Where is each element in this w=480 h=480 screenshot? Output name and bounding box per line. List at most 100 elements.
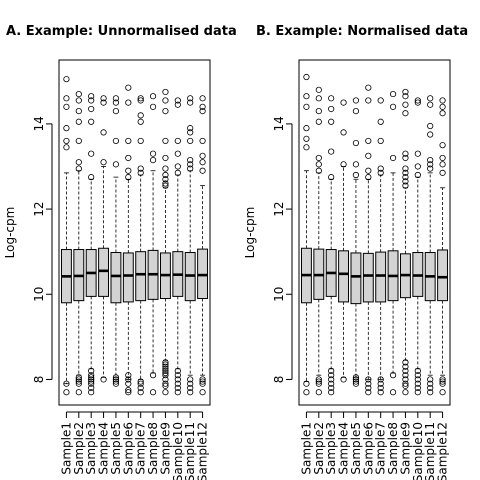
outlier-point (174, 150, 181, 157)
outlier-point (187, 384, 194, 392)
outlier-point (402, 359, 409, 366)
outlier-point (315, 161, 322, 168)
box-sample3 (325, 95, 337, 396)
outlier-point (162, 88, 169, 96)
outlier-point (137, 95, 144, 102)
outlier-point (63, 389, 70, 396)
outlier-point (125, 174, 132, 181)
outlier-point (315, 118, 322, 125)
box-sample2 (313, 86, 325, 396)
box-sample4 (338, 99, 350, 383)
outlier-point (402, 150, 409, 157)
y-tick-label: 10 (32, 287, 46, 302)
outlier-point (303, 135, 310, 142)
y-tick-label: 14 (32, 116, 46, 131)
outlier-point (199, 159, 206, 166)
outlier-point (137, 97, 144, 104)
iqr-box (98, 247, 110, 297)
outlier-point (137, 112, 144, 119)
outlier-point (174, 169, 181, 176)
outlier-point (340, 161, 347, 168)
x-tick-label-sample12: Sample12 (196, 422, 210, 480)
outlier-point (162, 154, 169, 162)
outlier-point (125, 372, 132, 379)
outlier-point (199, 380, 206, 387)
outlier-point (414, 171, 421, 179)
outlier-point (75, 378, 82, 385)
outlier-point (199, 378, 206, 385)
outlier-point (162, 108, 169, 115)
box-sample7 (375, 97, 387, 396)
outlier-point (377, 376, 384, 383)
box-sample12 (197, 95, 209, 396)
outlier-point (352, 139, 360, 147)
outlier-point (402, 174, 409, 181)
outlier-point (315, 389, 322, 396)
outlier-point (377, 118, 384, 125)
outlier-point (414, 376, 421, 383)
outlier-point (414, 389, 421, 396)
outlier-point (414, 97, 421, 104)
outlier-point (315, 378, 322, 385)
outlier-point (112, 378, 120, 385)
outlier-point (199, 108, 206, 115)
box-sample3 (85, 93, 97, 396)
outlier-point (439, 103, 446, 110)
box-sample7 (135, 95, 147, 396)
outlier-point (439, 169, 446, 176)
outlier-point (402, 178, 409, 185)
outlier-point (149, 103, 157, 110)
outlier-point (303, 380, 310, 387)
iqr-box (437, 249, 449, 302)
outlier-point (174, 376, 181, 383)
outlier-point (303, 103, 310, 110)
outlier-point (303, 73, 310, 81)
outlier-point (402, 389, 409, 396)
y-tick-label: 10 (272, 287, 286, 302)
outlier-point (328, 380, 335, 387)
outlier-point (328, 95, 335, 102)
y-axis-label: Log-cpm (243, 207, 257, 259)
outlier-point (162, 182, 169, 189)
x-tick-label-sample6: Sample6 (121, 422, 135, 475)
outlier-point (365, 384, 372, 392)
outlier-point (75, 380, 82, 387)
outlier-point (414, 163, 421, 170)
outlier-point (340, 99, 347, 106)
iqr-box (362, 252, 374, 303)
chart-title: B. Example: Normalised data (256, 24, 468, 39)
outlier-point (88, 372, 95, 379)
outlier-point (187, 99, 194, 106)
chart-title: A. Example: Unnormalised data (6, 24, 237, 39)
outlier-point (88, 384, 95, 392)
box-sample8 (387, 90, 399, 396)
outlier-point (352, 380, 360, 387)
outlier-point (414, 150, 421, 157)
outlier-point (402, 376, 409, 383)
outlier-point (125, 386, 132, 394)
outlier-point (402, 88, 409, 96)
outlier-point (427, 380, 434, 387)
outlier-point (100, 159, 107, 166)
outlier-point (328, 148, 335, 155)
box-sample11 (184, 95, 196, 396)
outlier-point (75, 97, 82, 104)
outlier-point (389, 103, 397, 110)
outlier-point (162, 365, 169, 372)
x-tick-label-sample8: Sample8 (386, 422, 400, 475)
outlier-point (162, 363, 169, 370)
outlier-point (137, 169, 144, 176)
outlier-point (125, 99, 132, 106)
x-tick-label-sample2: Sample2 (72, 422, 86, 475)
outlier-point (328, 367, 335, 375)
x-tick-label-sample5: Sample5 (349, 422, 363, 475)
x-tick-label-sample7: Sample7 (374, 422, 388, 475)
box-sample10 (172, 97, 184, 396)
outlier-point (328, 105, 335, 113)
outlier-point (414, 367, 421, 375)
y-axis-label: Log-cpm (3, 207, 17, 259)
outlier-point (427, 131, 434, 138)
outlier-point (389, 90, 397, 98)
outlier-point (439, 142, 446, 149)
